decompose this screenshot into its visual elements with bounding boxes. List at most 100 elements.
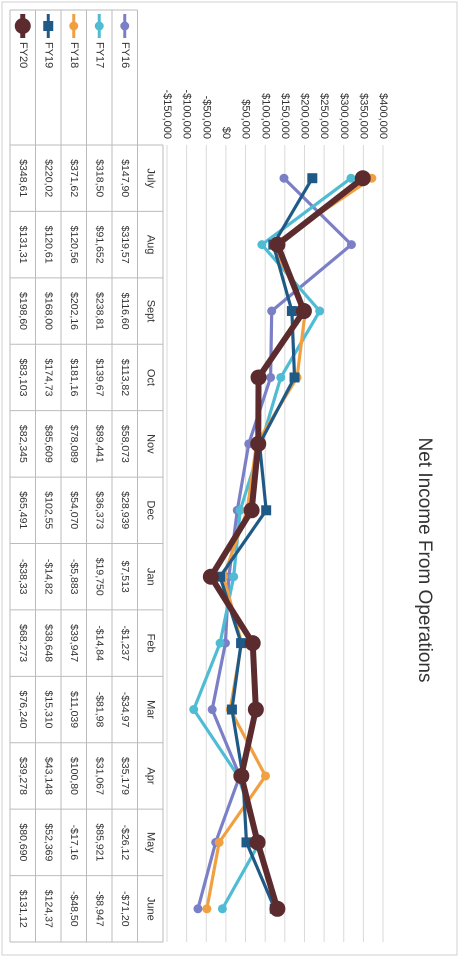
marker: [267, 306, 277, 316]
table-cell: $371,62: [68, 159, 80, 197]
table-cell: $147,90: [119, 159, 131, 197]
marker: [243, 502, 260, 519]
marker: [233, 767, 250, 784]
table-cell: $65,491: [17, 491, 29, 529]
x-tick-label: Apr: [144, 767, 156, 784]
table-cell: -$14,82: [42, 559, 54, 595]
table-cell: -$5,883: [68, 559, 80, 595]
table-cell: $28,939: [119, 491, 131, 529]
marker: [250, 369, 267, 386]
marker: [249, 834, 266, 851]
x-tick-label: Mar: [144, 700, 156, 719]
table-cell: $174,73: [42, 358, 54, 396]
table-cell: $76,240: [17, 691, 29, 729]
table-cell: $80,690: [17, 823, 29, 861]
marker: [215, 638, 225, 648]
table-cell: $54,070: [68, 491, 80, 529]
table-cell: -$17,16: [68, 825, 80, 861]
y-tick-label: $400,000: [377, 93, 389, 139]
y-tick-label: -$100,000: [181, 89, 193, 139]
table-cell: $83,103: [17, 358, 29, 396]
marker: [269, 900, 286, 917]
legend-label: FY17: [93, 42, 105, 68]
marker: [295, 303, 312, 320]
x-tick-label: Nov: [144, 434, 156, 454]
x-tick-label: Jan: [144, 568, 156, 586]
legend-label: FY16: [119, 42, 131, 68]
table-cell: -$26,12: [119, 825, 131, 861]
table-cell: -$81,98: [93, 692, 105, 728]
marker: [354, 170, 371, 187]
table-cell: $131,31: [17, 226, 29, 264]
x-tick-label: July: [144, 168, 156, 188]
legend-label: FY20: [17, 42, 29, 68]
marker: [289, 372, 300, 383]
marker: [346, 240, 356, 250]
table-cell: $348,61: [17, 159, 29, 197]
legend-marker: [94, 21, 104, 31]
x-tick-label: Oct: [144, 369, 156, 386]
x-tick-label: May: [144, 832, 156, 853]
table-cell: $238,81: [93, 292, 105, 330]
table-cell: $39,947: [68, 624, 80, 662]
table-cell: $43,148: [42, 757, 54, 795]
legend-marker: [14, 18, 31, 34]
table-cell: -$71,20: [119, 891, 131, 927]
marker: [229, 572, 239, 582]
table-cell: -$1,237: [119, 625, 131, 661]
table-cell: $11,039: [68, 691, 80, 728]
table-cell: $120,56: [68, 226, 80, 264]
legend-marker: [120, 21, 130, 31]
marker: [260, 771, 270, 781]
marker: [261, 505, 272, 516]
marker: [193, 904, 203, 914]
x-tick-label: Dec: [144, 501, 156, 521]
marker: [276, 372, 286, 382]
table-cell: $181,16: [68, 358, 80, 396]
series-line: [207, 175, 365, 910]
table-cell: $116,60: [119, 292, 131, 329]
marker: [202, 568, 219, 585]
marker: [241, 837, 252, 848]
marker: [236, 638, 247, 649]
marker: [244, 635, 261, 652]
marker: [315, 306, 325, 316]
table-cell: $91,652: [93, 226, 105, 264]
y-tick-label: -$50,000: [200, 96, 212, 139]
marker: [207, 705, 217, 715]
marker: [257, 240, 267, 250]
table-cell: $220,02: [42, 159, 54, 197]
table-cell: $85,609: [42, 425, 54, 463]
marker: [235, 505, 245, 515]
chart-title: Net Income From Operations: [414, 438, 435, 683]
marker: [202, 904, 212, 914]
marker: [266, 372, 276, 382]
table-cell: $85,921: [93, 823, 105, 861]
marker: [286, 306, 297, 317]
table-cell: $39,278: [17, 757, 29, 795]
table-cell: $68,273: [17, 624, 29, 662]
marker: [189, 705, 199, 715]
table-cell: $100,80: [68, 757, 80, 795]
legend-label: FY18: [68, 42, 80, 68]
table-cell: $124,37: [42, 890, 54, 928]
table-cell: $139,67: [93, 358, 105, 396]
marker: [346, 173, 356, 183]
y-tick-label: -$150,000: [161, 89, 173, 139]
marker: [217, 904, 227, 914]
marker: [269, 236, 286, 253]
table-cell: $78,089: [68, 425, 80, 463]
y-tick-label: $100,000: [259, 93, 271, 139]
table-cell: $113,82: [119, 359, 131, 396]
table-cell: $202,16: [68, 292, 80, 330]
y-tick-label: $300,000: [338, 93, 350, 139]
y-tick-label: $150,000: [279, 93, 291, 139]
table-cell: -$8,947: [93, 891, 105, 927]
legend-marker: [69, 21, 79, 31]
table-cell: $102,55: [42, 491, 54, 529]
table-cell: $52,369: [42, 823, 54, 861]
table-cell: $131,12: [17, 890, 29, 928]
table-cell: $58,073: [119, 425, 131, 463]
